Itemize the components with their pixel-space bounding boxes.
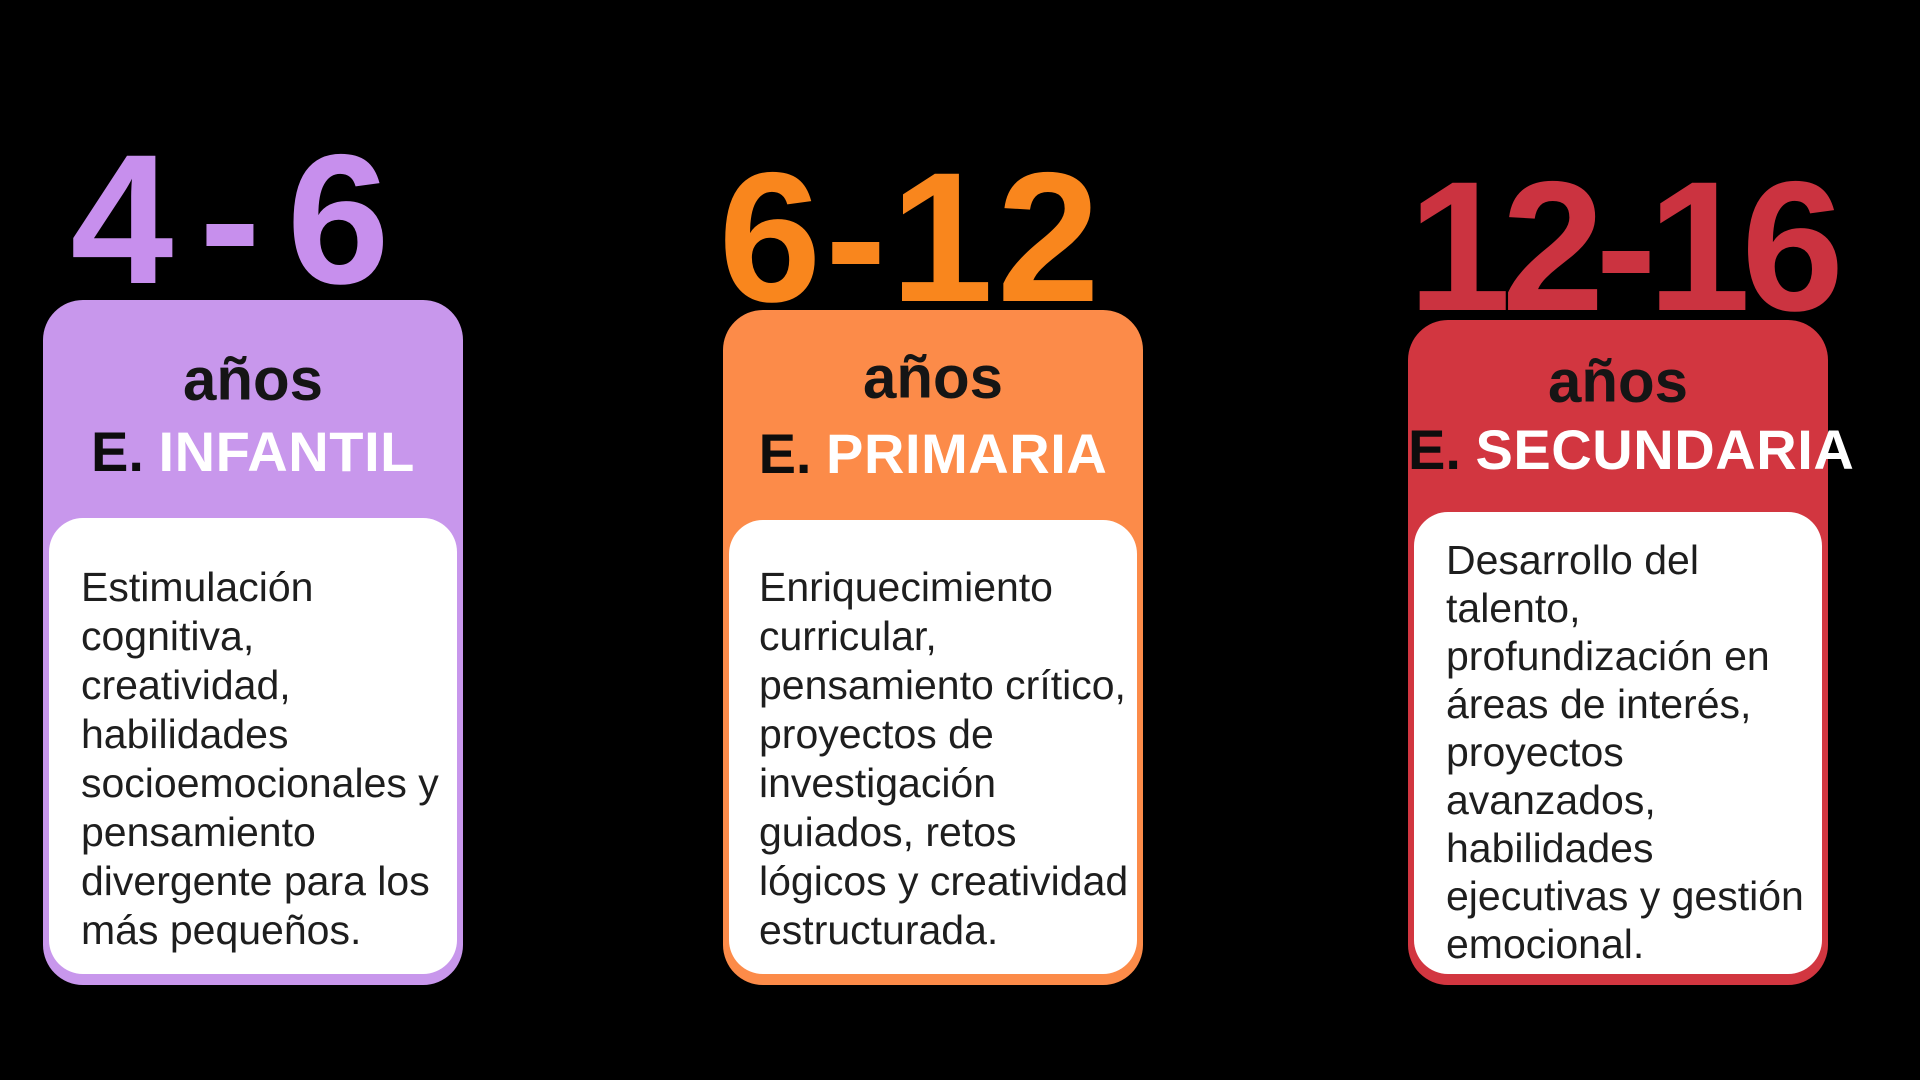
description-text: Desarrollo del talento, profundización e… (1446, 537, 1804, 967)
description-text: Enriquecimiento curricular, pensamiento … (759, 564, 1129, 953)
stage-title-name: INFANTIL (158, 420, 415, 483)
stage-title-name: PRIMARIA (826, 422, 1108, 485)
stage-title-prefix: E. (758, 422, 812, 485)
age-unit-label: años (1547, 348, 1689, 415)
stage-title: E. SECUNDARIA (1408, 422, 1854, 478)
age-range-number-infantil: 4-6 (70, 117, 416, 323)
stage-card-infantil: años E. INFANTIL Estimulación cognitiva, … (43, 300, 463, 985)
description-box: Desarrollo del talento, profundización e… (1414, 512, 1822, 974)
stage-title: E. INFANTIL (43, 424, 463, 480)
age-range-number-primaria: 6-12 (718, 135, 1104, 341)
description-box: Estimulación cognitiva, creatividad, hab… (49, 518, 457, 974)
stage-title-prefix: E. (1408, 418, 1461, 481)
stage-title: E. PRIMARIA (723, 426, 1143, 482)
age-unit-label: años (862, 344, 1004, 411)
description-box: Enriquecimiento curricular, pensamiento … (729, 520, 1137, 974)
stage-card-secundaria: años E. SECUNDARIA Desarrollo del talento… (1408, 320, 1854, 985)
age-unit-label: años (182, 346, 324, 413)
age-range-number-secundaria: 12-16 (1408, 144, 1844, 350)
stage-title-name: SECUNDARIA (1475, 418, 1855, 481)
stage-card-primaria: años E. PRIMARIA Enriquecimiento curricul… (723, 310, 1143, 985)
description-text: Estimulación cognitiva, creatividad, hab… (81, 564, 439, 953)
stage-title-prefix: E. (91, 420, 144, 483)
